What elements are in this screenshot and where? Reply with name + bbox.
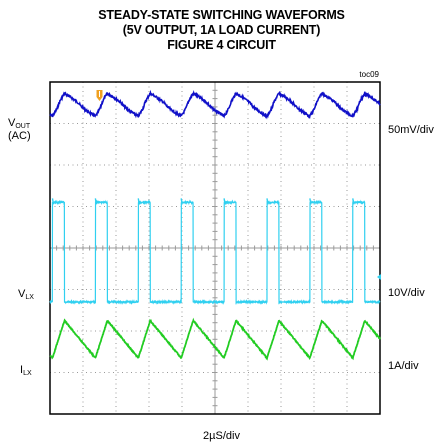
vout-label-name: V (8, 117, 16, 129)
vlx-trace (49, 199, 381, 305)
chart-title: STEADY-STATE SWITCHING WAVEFORMS (5V OUT… (0, 8, 443, 53)
vout-trace (49, 89, 381, 120)
ilx-label: ILX (20, 365, 32, 379)
figure-code: toc09 (359, 70, 379, 79)
vlx-scale-label: 10V/div (388, 287, 425, 299)
ilx-label-sub: LX (23, 370, 32, 377)
scope-grid (49, 81, 381, 415)
vout-label-sub: OUT (15, 123, 31, 130)
vlx-spike (180, 198, 183, 205)
vout-scale-label: 50mV/div (388, 124, 434, 136)
vlx-spike (309, 198, 312, 205)
vlx-spike (223, 198, 226, 205)
vlx-label-name: V (18, 288, 26, 300)
title-line-3: FIGURE 4 CIRCUIT (167, 38, 276, 52)
vlx-label-sub: LX (25, 294, 34, 301)
vlx-spike (137, 198, 140, 205)
vlx-spike (51, 198, 55, 205)
vlx-spike (94, 198, 98, 205)
ilx-trace (49, 317, 381, 361)
timebase-label: 2µS/div (203, 430, 240, 442)
vlx-spike (266, 198, 269, 205)
vout-coupling-label: (AC) (8, 130, 31, 142)
title-line-2: (5V OUTPUT, 1A LOAD CURRENT) (122, 23, 321, 37)
scope-frame (49, 81, 381, 415)
scope-traces (49, 89, 381, 361)
ilx-scale-label: 1A/div (388, 360, 419, 372)
title-line-1: STEADY-STATE SWITCHING WAVEFORMS (98, 8, 345, 22)
scope-markers (96, 90, 381, 281)
vlx-label: VLX (18, 289, 34, 303)
ilx-label-name: I (20, 364, 24, 376)
vout-label: VOUT (8, 118, 30, 132)
trigger-level-icon (377, 274, 381, 281)
vlx-spike (352, 198, 355, 205)
